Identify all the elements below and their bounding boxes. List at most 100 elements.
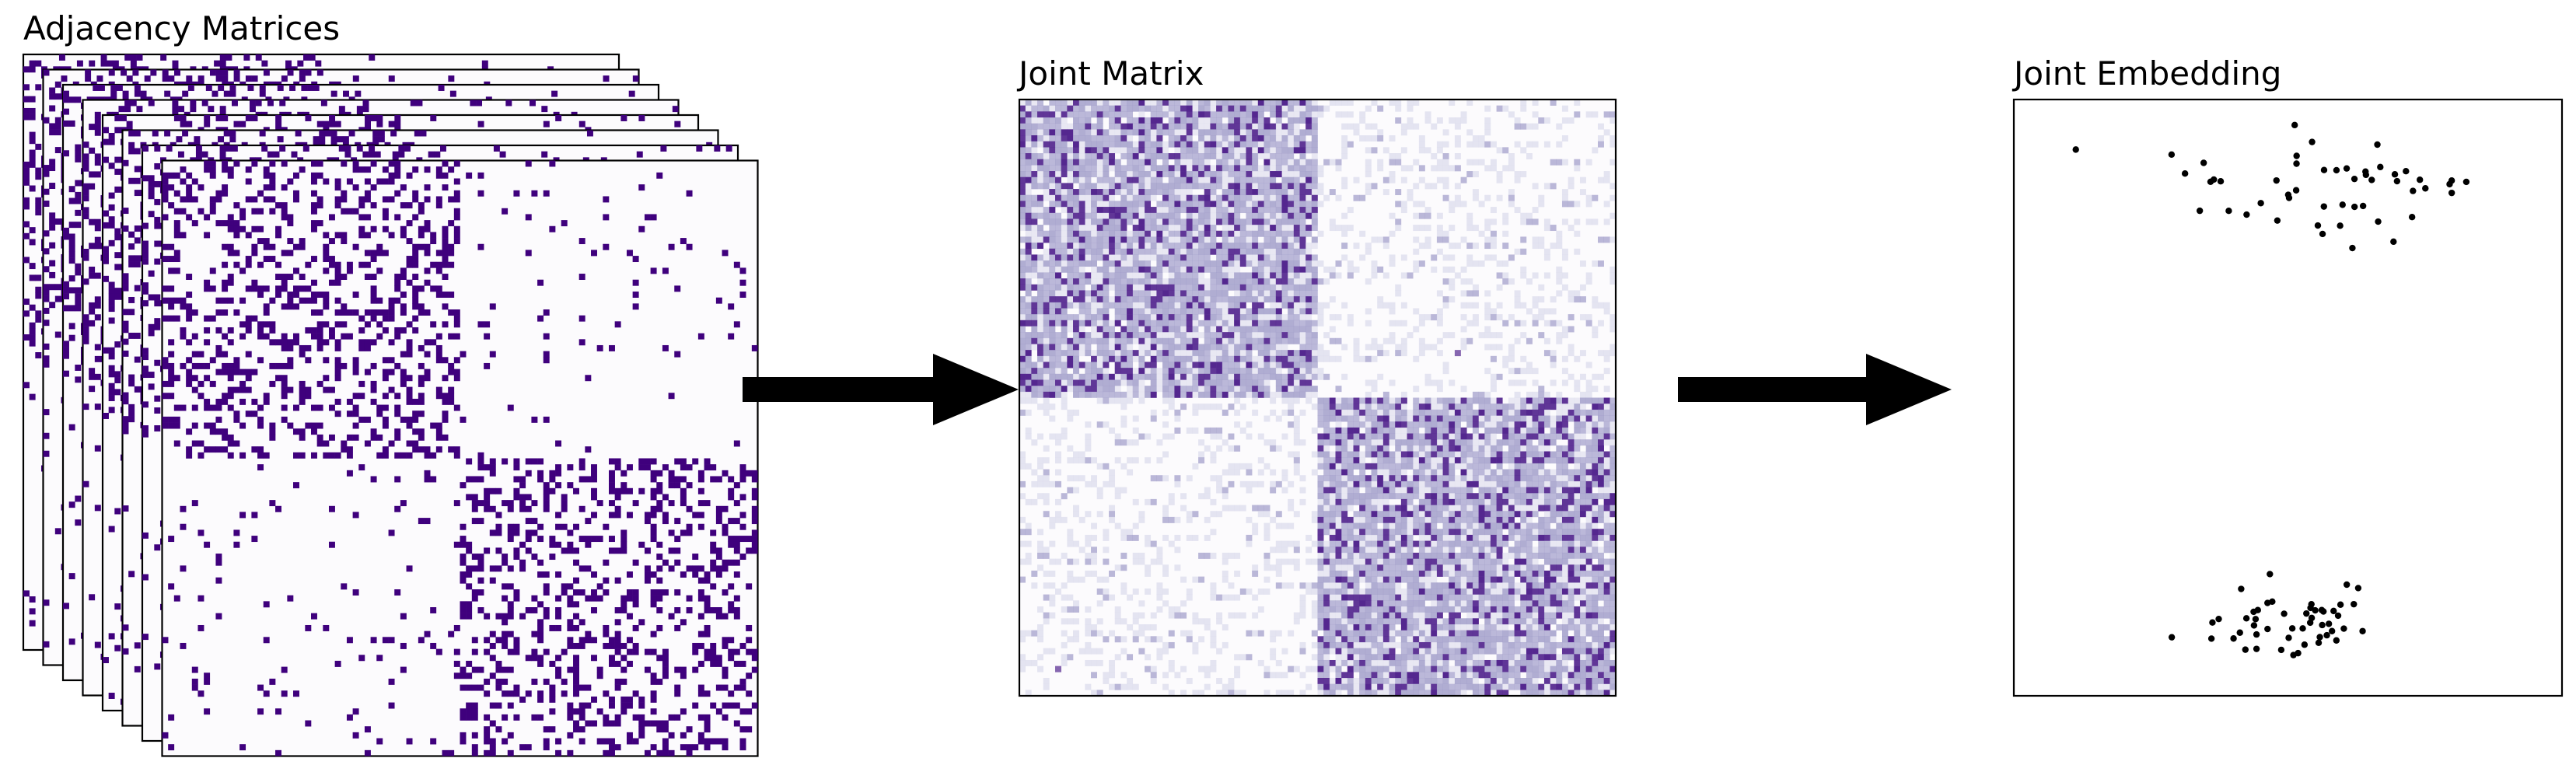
cluster-1-point — [2217, 178, 2225, 185]
cluster-1-point — [2448, 189, 2455, 197]
cluster-2-point — [2252, 616, 2260, 623]
cluster-2-point — [2209, 619, 2216, 626]
cluster-1-point — [2285, 194, 2293, 201]
cluster-2-point — [2242, 615, 2250, 622]
cluster-2-point — [2242, 646, 2249, 653]
cluster-2-point — [2303, 610, 2310, 617]
cluster-1-point — [2309, 138, 2316, 145]
cluster-2-point — [2334, 612, 2342, 620]
cluster-1-point — [2391, 171, 2399, 178]
cluster-1-point — [2351, 175, 2358, 183]
cluster-2-point — [2325, 620, 2333, 627]
cluster-2-point — [2343, 581, 2351, 589]
cluster-2-point — [2337, 601, 2344, 608]
cluster-2-point — [2301, 641, 2309, 648]
cluster-1-point — [2359, 202, 2367, 210]
cluster-2-point — [2308, 614, 2316, 622]
arrow-shaft — [1678, 377, 1866, 402]
cluster-1-point — [2422, 185, 2429, 192]
arrow-shaft — [743, 377, 933, 402]
cluster-2-point — [2330, 607, 2337, 615]
arrow-head — [933, 354, 1019, 425]
cluster-1-point — [2292, 187, 2300, 194]
arrow-to-joint-matrix — [743, 354, 1019, 425]
arrow-to-joint-embedding — [1678, 354, 1952, 425]
cluster-2-point — [2333, 637, 2340, 644]
cluster-1-point — [2168, 151, 2176, 158]
cluster-2-point — [2168, 634, 2176, 641]
cluster-1-point — [2403, 168, 2410, 175]
cluster-1-point — [2314, 222, 2322, 229]
cluster-1-point — [2375, 218, 2382, 225]
cluster-2-point — [2250, 622, 2258, 629]
cluster-2-point — [2230, 635, 2237, 642]
cluster-1-point — [2257, 200, 2264, 207]
cluster-2-point — [2359, 627, 2366, 634]
cluster-2-point — [2238, 585, 2245, 592]
matrix-edges — [162, 160, 758, 756]
cluster-2-point — [2269, 598, 2276, 606]
joint-embedding-scatter — [2012, 98, 2564, 697]
cluster-1-point — [2349, 244, 2356, 252]
embedding-axes-frame — [2012, 98, 2564, 697]
cluster-1-point — [2072, 146, 2079, 153]
cluster-2-point — [2281, 610, 2288, 617]
cluster-1-point — [2243, 211, 2250, 218]
cluster-2-point — [2254, 606, 2261, 613]
cluster-2-point — [2316, 634, 2323, 641]
cluster-1-point — [2368, 176, 2375, 183]
cluster-1-point — [2319, 230, 2326, 238]
cluster-1-point — [2291, 121, 2298, 129]
cluster-2-point — [2312, 606, 2319, 614]
cluster-2-point — [2340, 625, 2347, 632]
cluster-2-point — [2328, 627, 2336, 634]
cluster-1-point — [2200, 159, 2207, 166]
cluster-2-point — [2315, 639, 2323, 646]
adjacency-matrices-title: Adjacency Matrices — [23, 12, 340, 45]
cluster-1-point — [2377, 163, 2384, 171]
cluster-1-point — [2390, 238, 2397, 246]
cluster-1-point — [2333, 166, 2340, 174]
adjacency-matrix-8 — [161, 159, 759, 757]
cluster-2-point — [2295, 649, 2302, 657]
cluster-1-point — [2410, 187, 2417, 194]
cluster-1-point — [2343, 165, 2351, 172]
cluster-2-point — [2207, 635, 2215, 642]
cluster-1-point — [2181, 170, 2189, 177]
cluster-1-point — [2207, 178, 2214, 185]
cluster-1-point — [2462, 178, 2470, 186]
cluster-1-point — [2351, 203, 2358, 211]
cluster-1-point — [2417, 176, 2424, 183]
arrow-head — [1866, 354, 1952, 425]
adjacency-matrix-stack — [22, 53, 759, 757]
cluster-2-point — [2318, 606, 2326, 613]
cluster-1-point — [2320, 203, 2327, 210]
cluster-1-point — [2293, 160, 2300, 167]
cluster-2-point — [2288, 625, 2296, 632]
cluster-2-point — [2236, 629, 2243, 636]
cluster-2-point — [2319, 621, 2326, 629]
cluster-1-point — [2320, 166, 2328, 173]
cluster-2-point — [2264, 625, 2271, 633]
cluster-1-point — [2362, 171, 2370, 179]
cluster-2-point — [2351, 600, 2358, 608]
cluster-1-point — [2337, 222, 2344, 229]
cluster-1-point — [2448, 177, 2455, 184]
cluster-1-point — [2339, 201, 2346, 208]
cluster-2-point — [2215, 615, 2222, 623]
joint-matrix-cells — [1019, 100, 1617, 697]
cluster-2-point — [2267, 571, 2274, 578]
cluster-1-point — [2293, 152, 2300, 159]
joint-matrix-heatmap — [1018, 98, 1617, 697]
cluster-2-point — [2253, 631, 2260, 638]
joint-matrix-title: Joint Matrix — [1019, 58, 1204, 90]
cluster-2-point — [2323, 631, 2330, 639]
embedding-points — [2072, 121, 2470, 658]
cluster-1-point — [2225, 208, 2232, 215]
cluster-1-point — [2274, 217, 2281, 224]
cluster-1-point — [2273, 176, 2280, 184]
cluster-1-point — [2374, 141, 2381, 148]
cluster-1-point — [2196, 207, 2204, 215]
